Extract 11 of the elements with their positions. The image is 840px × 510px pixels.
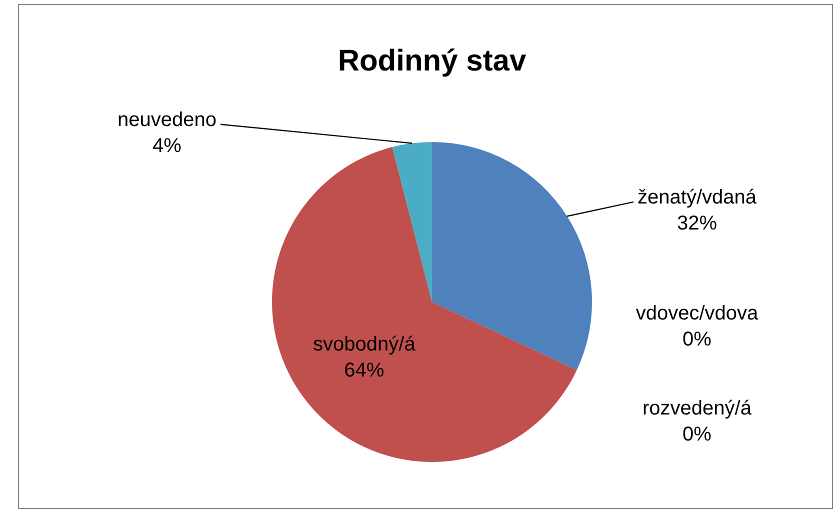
text: 0% [682, 423, 712, 446]
data-label: 4% [152, 134, 182, 157]
text: 0% [682, 328, 712, 350]
category-label: rozvedený/á [642, 397, 752, 420]
slice-label: svobodný/á [313, 334, 416, 356]
chart-title: Rodinný stav [338, 44, 526, 78]
slice-label: neuvedeno [118, 108, 216, 131]
data-label: 32% [676, 212, 718, 234]
data-label: 64% [344, 360, 384, 382]
category-label: vdovec/vdova [636, 302, 758, 324]
slice-label: ženatý/vdaná [638, 186, 758, 208]
